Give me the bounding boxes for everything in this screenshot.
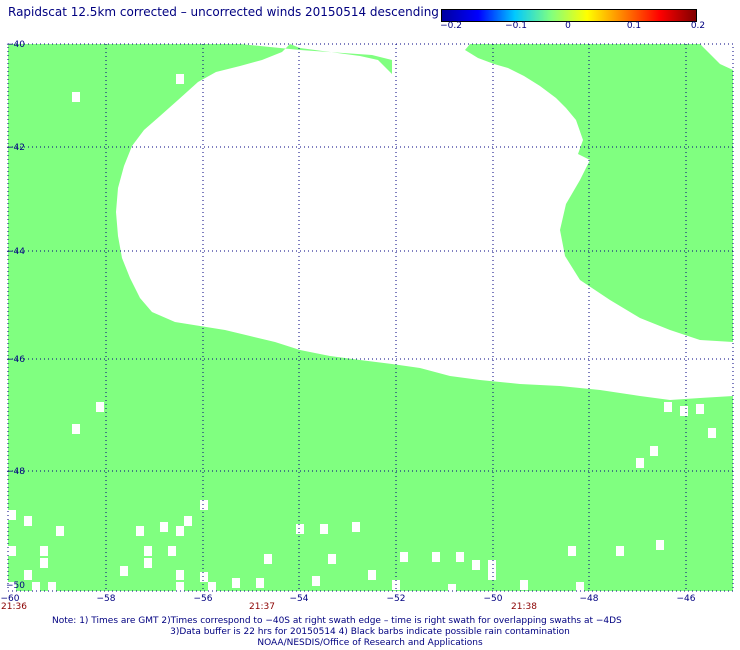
- no-data-pixel: [232, 578, 240, 588]
- no-data-pixel: [200, 500, 208, 510]
- colorbar: [441, 9, 697, 22]
- note-line-2: 3)Data buffer is 22 hrs for 20150514 4) …: [170, 627, 570, 637]
- no-data-pixel: [144, 546, 152, 556]
- no-data-pixel: [24, 516, 32, 526]
- lat-label: −50: [6, 581, 25, 591]
- no-data-pixel: [56, 526, 64, 536]
- no-data-pixel: [568, 546, 576, 556]
- no-data-pixel: [680, 406, 688, 416]
- map-grid: [8, 44, 733, 591]
- no-data-pixel: [160, 522, 168, 532]
- lon-label: −52: [387, 594, 406, 604]
- no-data-pixel: [176, 526, 184, 536]
- no-data-pixel: [184, 516, 192, 526]
- no-data-pixel: [48, 582, 56, 592]
- lon-label: −46: [677, 594, 696, 604]
- no-data-pixel: [488, 570, 496, 580]
- no-data-pixel: [72, 92, 80, 102]
- lat-label: −46: [6, 355, 25, 365]
- lon-label: −48: [580, 594, 599, 604]
- note-line-1: Note: 1) Times are GMT 2)Times correspon…: [52, 616, 622, 626]
- lat-label: −44: [6, 247, 25, 257]
- map-title: Rapidscat 12.5km corrected – uncorrected…: [8, 5, 439, 19]
- no-data-pixel: [168, 546, 176, 556]
- lon-label: −54: [290, 594, 309, 604]
- no-data-pixel: [472, 560, 480, 570]
- no-data-pixel: [520, 580, 528, 590]
- lon-label: −60: [1, 594, 20, 604]
- no-data-pixel: [656, 540, 664, 550]
- wind-field: [8, 44, 733, 594]
- no-data-pixel: [8, 546, 16, 556]
- no-data-pixel: [40, 558, 48, 568]
- colorbar-tick: 0.1: [626, 21, 642, 31]
- no-data-pixel: [176, 582, 184, 592]
- no-data-pixel: [24, 570, 32, 580]
- colorbar-tick: −0.2: [440, 21, 462, 31]
- lon-label: −56: [194, 594, 213, 604]
- no-data-pixel: [144, 558, 152, 568]
- no-data-pixels: [8, 74, 716, 594]
- no-data-pixel: [120, 566, 128, 576]
- no-data-pixel: [448, 584, 456, 594]
- no-data-pixel: [40, 546, 48, 556]
- time-label: 21:37: [249, 602, 275, 612]
- no-data-pixel: [636, 458, 644, 468]
- no-data-pixel: [32, 582, 40, 592]
- colorbar-tick: 0: [565, 21, 571, 31]
- no-data-pixel: [400, 552, 408, 562]
- no-data-pixel: [176, 570, 184, 580]
- no-data-pixel: [312, 576, 320, 586]
- no-data-pixel: [72, 424, 80, 434]
- lon-label: −58: [97, 594, 116, 604]
- lat-label: −40: [6, 40, 25, 50]
- no-data-pixel: [368, 570, 376, 580]
- no-data-pixel: [708, 428, 716, 438]
- colorbar-tick: −0.1: [505, 21, 527, 31]
- no-data-pixel: [456, 552, 464, 562]
- no-data-pixel: [576, 582, 584, 592]
- lon-label: −50: [484, 594, 503, 604]
- no-data-pixel: [352, 522, 360, 532]
- time-label: 21:36: [1, 602, 27, 612]
- lat-label: −48: [6, 467, 25, 477]
- no-data-pixel: [136, 526, 144, 536]
- no-data-pixel: [176, 74, 184, 84]
- no-data-pixel: [296, 524, 304, 534]
- no-data-pixel: [488, 560, 496, 570]
- no-data-pixel: [8, 582, 16, 592]
- no-data-pixel: [256, 578, 264, 588]
- lat-label: −42: [6, 143, 25, 153]
- no-data-pixel: [320, 524, 328, 534]
- note-line-3: NOAA/NESDIS/Office of Research and Appli…: [257, 638, 483, 648]
- no-data-pixel: [664, 402, 672, 412]
- no-data-pixel: [650, 446, 658, 456]
- no-data-pixel: [616, 546, 624, 556]
- wind-swath: [8, 44, 733, 591]
- no-data-pixel: [696, 404, 704, 414]
- colorbar-tick: 0.2: [690, 21, 706, 31]
- no-data-pixel: [328, 554, 336, 564]
- no-data-pixel: [208, 582, 216, 592]
- time-label: 21:38: [511, 602, 537, 612]
- no-data-pixel: [264, 554, 272, 564]
- no-data-pixel: [432, 552, 440, 562]
- no-data-pixel: [200, 572, 208, 582]
- no-data-pixel: [8, 510, 16, 520]
- no-data-pixel: [96, 402, 104, 412]
